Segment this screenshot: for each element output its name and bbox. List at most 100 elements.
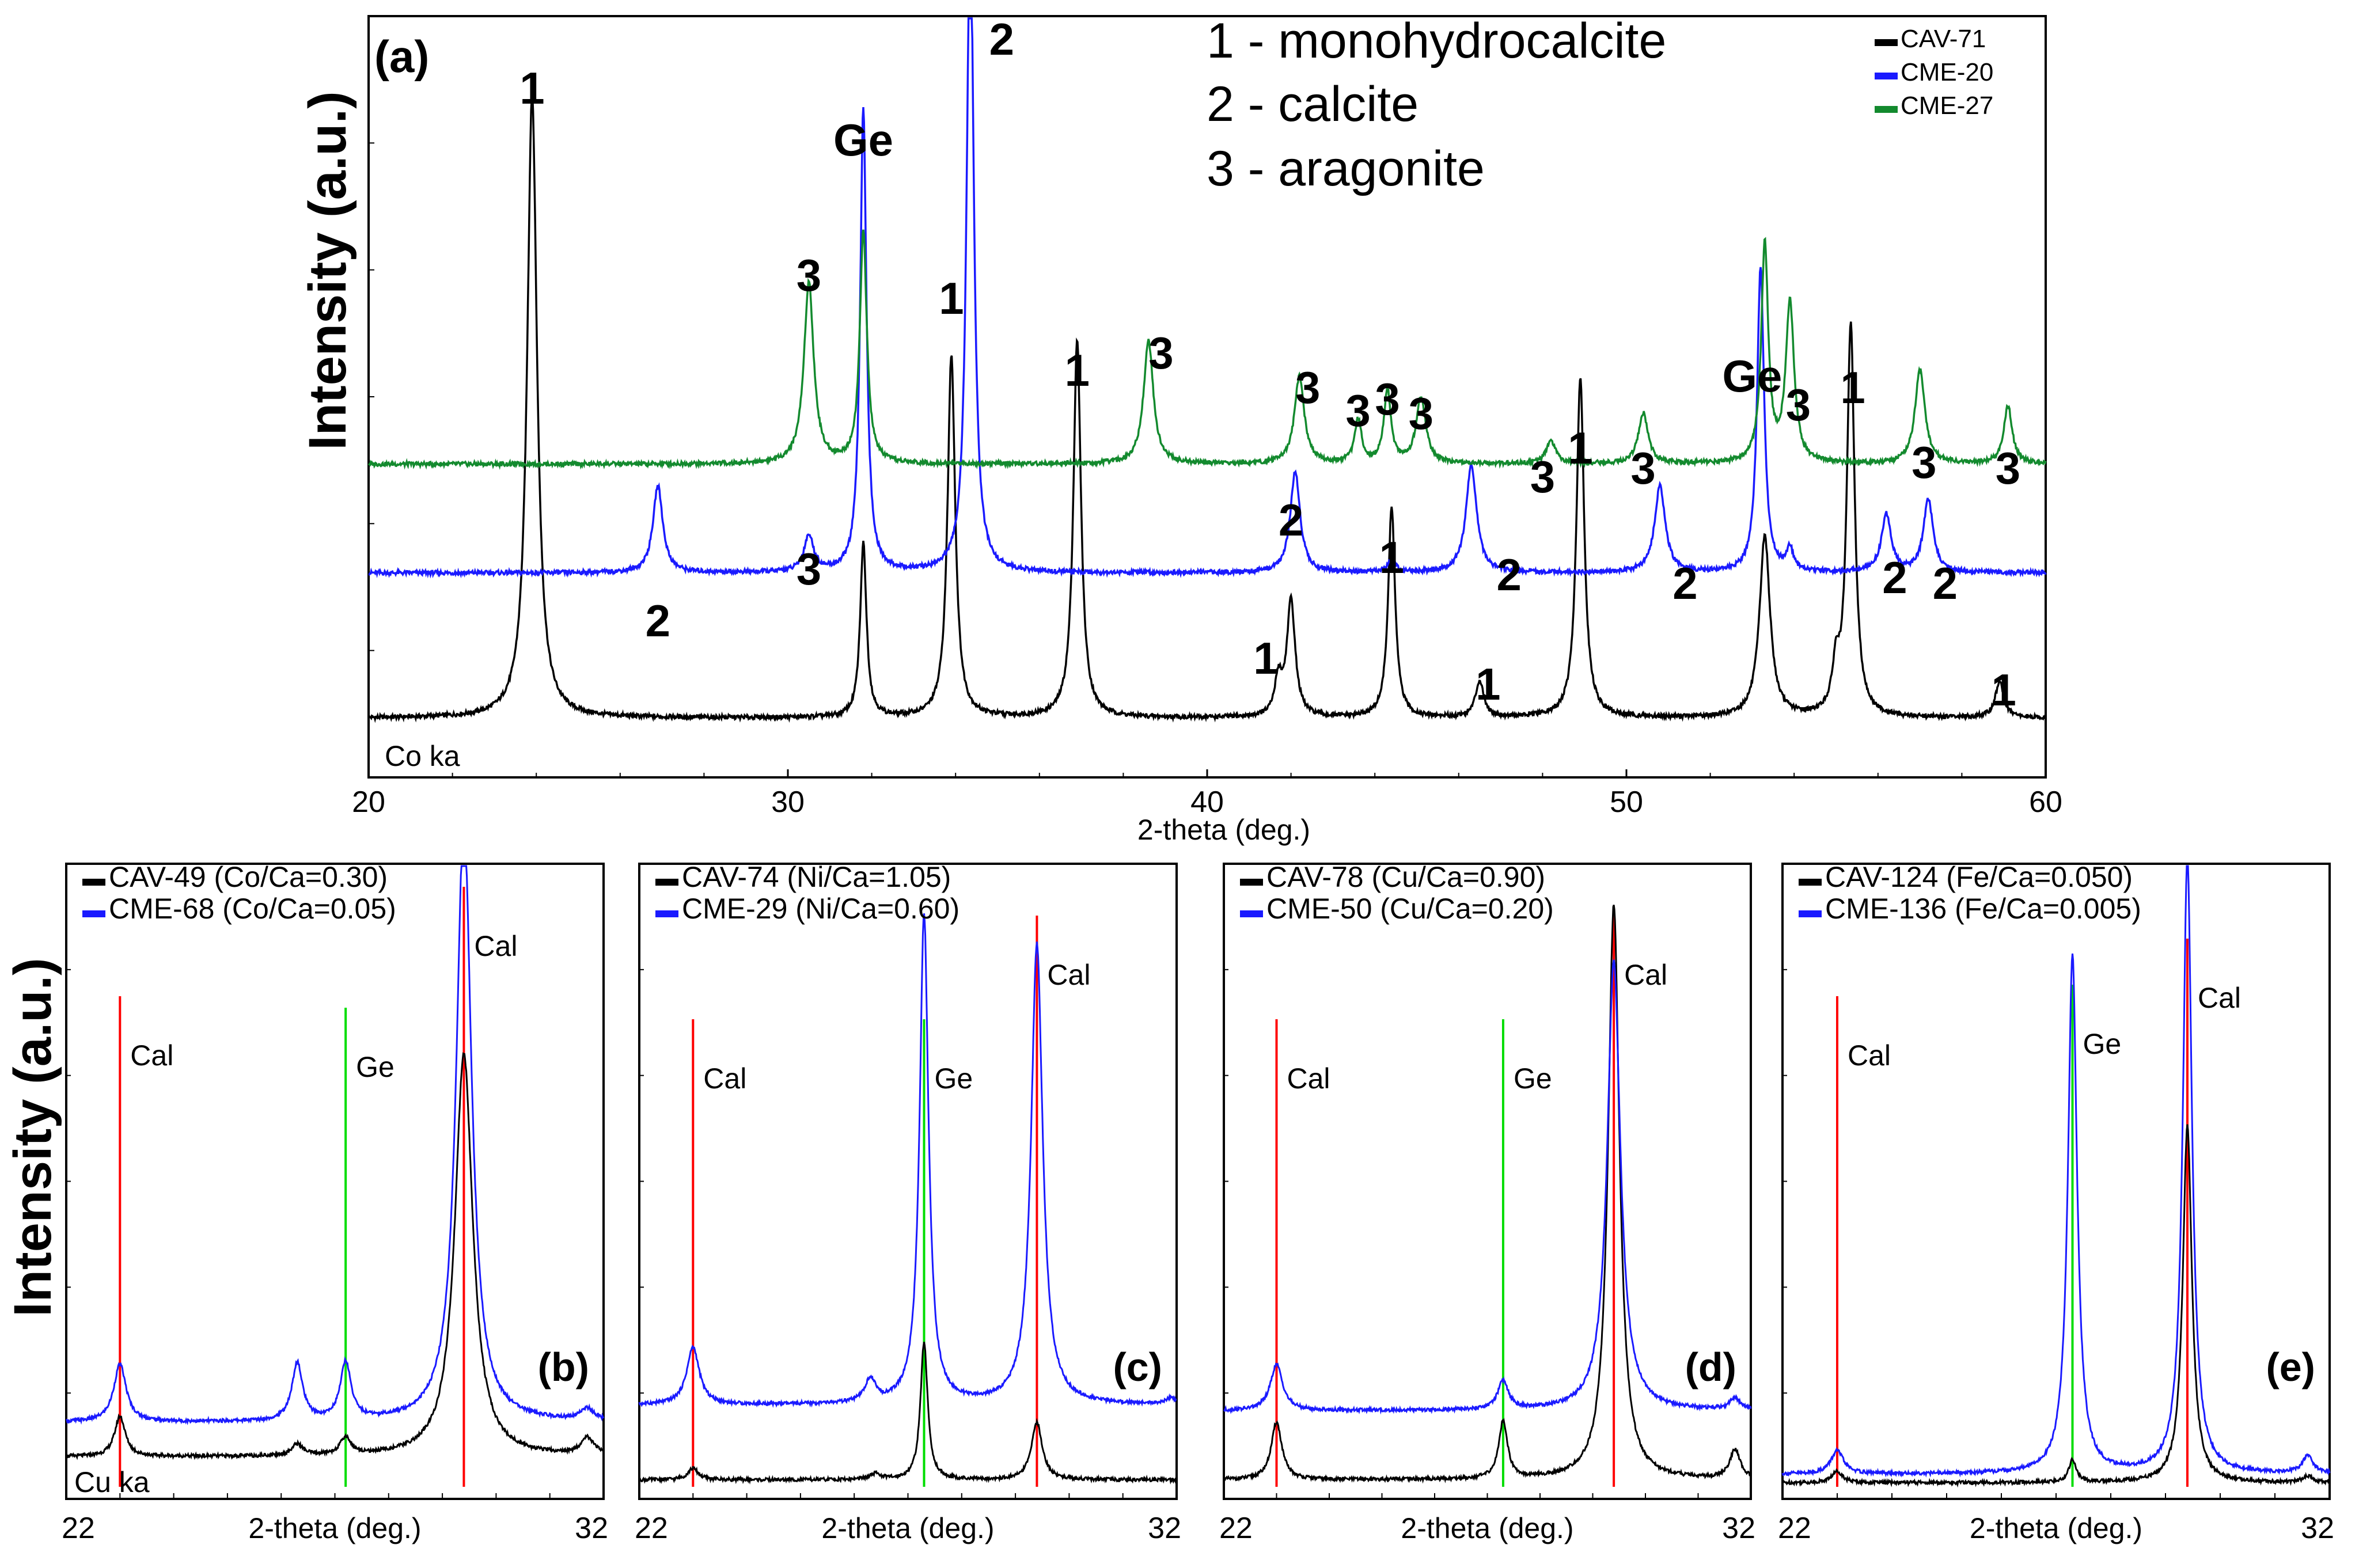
peak-annotation: 3 xyxy=(797,250,821,301)
legend-label: CME-27 xyxy=(1901,92,1993,120)
series-line-cme-27 xyxy=(367,229,2047,470)
peak-annotation: 2 xyxy=(1933,558,1958,609)
panel-a-legend: CAV-71 CME-20 CME-27 xyxy=(1875,25,1993,120)
panel-b-xlabel: 2-theta (deg.) xyxy=(248,1512,421,1544)
legend-label: CME-29 (Ni/Ca=0.60) xyxy=(682,893,959,925)
peak-annotation: 3 xyxy=(1345,385,1370,436)
panel-a-tag: (a) xyxy=(374,31,429,82)
x-tick-label: 40 xyxy=(1190,785,1224,819)
peak-annotation: 1 xyxy=(1253,633,1278,684)
panel-a-radiation: Co ka xyxy=(385,740,460,772)
legend-swatch xyxy=(1875,73,1898,79)
peak-annotation: 1 xyxy=(1992,665,2016,715)
peak-annotation: Ge xyxy=(833,115,893,165)
legend-label: CME-68 (Co/Ca=0.05) xyxy=(109,893,396,925)
legend-label: CME-50 (Cu/Ca=0.20) xyxy=(1266,893,1554,925)
legend-swatch xyxy=(655,879,678,886)
series-line xyxy=(638,913,1177,1408)
series-line xyxy=(1223,905,1752,1484)
legend-swatch xyxy=(1799,910,1822,917)
x-tick-label: 50 xyxy=(1610,785,1643,819)
panel-e-frame xyxy=(1781,863,2331,1500)
panel-d-tag: (d) xyxy=(1685,1345,1736,1389)
peak-annotation: 2 xyxy=(1279,495,1303,545)
peak-annotation: 3 xyxy=(1996,443,2020,493)
series-line xyxy=(66,1052,604,1460)
reference-label: Cal xyxy=(1287,1062,1330,1095)
phase-key-1: 1 - monohydrocalcite xyxy=(1207,13,1666,69)
peak-annotation: 1 xyxy=(1065,345,1090,396)
legend-swatch xyxy=(82,910,105,917)
panel-d-xlabel: 2-theta (deg.) xyxy=(1401,1512,1573,1544)
series-line xyxy=(1782,1124,2330,1488)
peak-annotation: 3 xyxy=(1786,379,1811,430)
series-line xyxy=(1781,865,2331,1478)
peak-annotation: 2 xyxy=(646,595,670,646)
peak-annotation: 3 xyxy=(1630,443,1655,493)
phase-key-2: 2 - calcite xyxy=(1207,77,1419,132)
panel-b: Cal Ge Cal CAV-49 (Co/Ca=0.30)CME-68 (Co/Ca… xyxy=(62,861,608,1545)
panel-b-tag: (b) xyxy=(538,1345,589,1389)
panel-a-xlabel: 2-theta (deg.) xyxy=(1137,814,1310,846)
panel-b-radiation: Cu ka xyxy=(74,1466,150,1498)
x-tick-label: 32 xyxy=(1148,1512,1181,1545)
peak-annotation: 3 xyxy=(1912,437,1936,488)
reference-label: Cal xyxy=(474,930,517,962)
legend-swatch xyxy=(1240,910,1263,917)
peak-annotation: 3 xyxy=(1148,328,1173,378)
peak-annotation: 3 xyxy=(797,544,821,594)
panel-e: Cal Ge Cal CAV-124 (Fe/Ca=0.050)CME-136 (Fe… xyxy=(1778,861,2334,1545)
reference-label: Ge xyxy=(2083,1028,2122,1060)
reference-label: Ge xyxy=(356,1051,395,1083)
legend-swatch xyxy=(655,910,678,917)
legend-label: CME-20 xyxy=(1901,58,1993,86)
x-tick-label: 32 xyxy=(2301,1512,2334,1545)
panel-e-xlabel: 2-theta (deg.) xyxy=(1970,1512,2142,1544)
peak-annotation: 3 xyxy=(1295,362,1320,413)
reference-label: Cal xyxy=(130,1039,173,1072)
x-tick-label: 60 xyxy=(2029,785,2062,819)
legend-swatch xyxy=(1875,106,1898,113)
x-tick-label: 32 xyxy=(575,1512,608,1545)
reference-label: Cal xyxy=(2198,982,2241,1014)
x-tick-label: 22 xyxy=(62,1512,95,1545)
reference-label: Cal xyxy=(1047,959,1090,991)
panel-a-ylabel: Intensity (a.u.) xyxy=(298,91,357,450)
series-line xyxy=(1223,959,1752,1415)
peak-annotation: 1 xyxy=(1840,362,1865,413)
peak-annotation: 1 xyxy=(519,63,544,113)
phase-key-3: 3 - aragonite xyxy=(1207,141,1485,196)
reference-label: Ge xyxy=(934,1062,973,1095)
reference-label: Cal xyxy=(703,1062,746,1095)
x-tick-label: 22 xyxy=(1778,1512,1811,1545)
peak-annotation: 3 xyxy=(1375,374,1400,424)
legend-swatch xyxy=(1875,39,1898,46)
panel-b-ylabel: Intensity (a.u.) xyxy=(3,958,62,1317)
peak-annotation: 2 xyxy=(1496,549,1521,600)
panel-c-xlabel: 2-theta (deg.) xyxy=(821,1512,994,1544)
reference-label: Ge xyxy=(1514,1062,1552,1095)
legend-swatch xyxy=(1799,879,1822,886)
legend-label: CME-136 (Fe/Ca=0.005) xyxy=(1825,893,2141,925)
series-line xyxy=(638,1342,1178,1485)
peak-annotation: Ge xyxy=(1722,351,1782,401)
peak-annotation: 2 xyxy=(1672,558,1697,609)
peak-annotation: 2 xyxy=(1882,552,1907,603)
legend-swatch xyxy=(82,879,105,886)
legend-label: CAV-71 xyxy=(1901,25,1986,53)
series-line xyxy=(65,865,605,1426)
series-line-cme-20 xyxy=(368,17,2047,579)
panel-c-tag: (c) xyxy=(1113,1345,1162,1389)
peak-annotation: 1 xyxy=(1476,659,1500,709)
legend-label: CAV-74 (Ni/Ca=1.05) xyxy=(682,861,951,893)
x-tick-label: 22 xyxy=(635,1512,668,1545)
peak-annotation: 1 xyxy=(1379,532,1404,583)
reference-label: Cal xyxy=(1848,1039,1891,1072)
legend-label: CAV-78 (Cu/Ca=0.90) xyxy=(1266,861,1545,893)
peak-annotation: 2 xyxy=(989,14,1014,64)
panel-d: Cal Ge Cal CAV-78 (Cu/Ca=0.90)CME-50 (Cu/Ca… xyxy=(1219,861,1755,1545)
peak-annotation: 3 xyxy=(1409,388,1433,439)
peak-annotation: 3 xyxy=(1530,451,1555,502)
